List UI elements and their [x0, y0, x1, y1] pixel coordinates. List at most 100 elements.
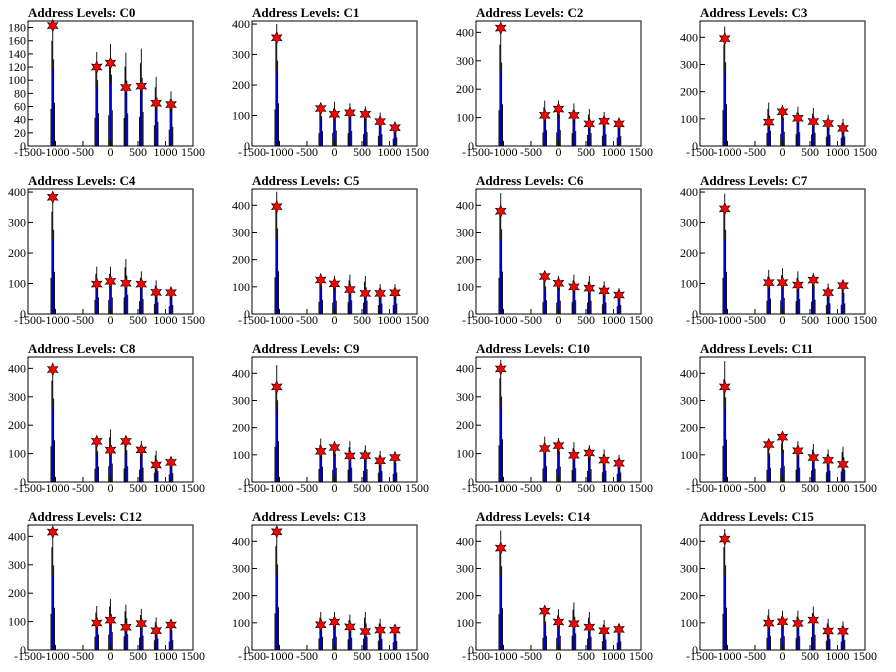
histogram-peak	[498, 359, 503, 482]
histogram-bin	[766, 300, 768, 314]
histogram-bin	[542, 302, 544, 314]
histogram-bin	[616, 306, 618, 314]
peak-marker	[807, 450, 820, 465]
histogram-peak	[498, 26, 503, 147]
histogram-bin	[559, 130, 561, 146]
histogram-bin	[278, 441, 279, 482]
x-tick-label: -1000	[490, 649, 518, 663]
y-tick-label: 80	[14, 86, 26, 100]
histogram-bin	[601, 304, 603, 314]
histogram-bin	[726, 104, 727, 146]
histogram-bin	[392, 138, 394, 146]
histogram-bin	[559, 300, 561, 314]
histogram-peak	[616, 117, 622, 146]
histogram-bin	[50, 446, 52, 482]
histogram-bin	[155, 629, 158, 650]
y-tick-label: 400	[456, 361, 474, 375]
histogram-peak	[571, 103, 577, 146]
chart-svg: 0 100 200 300 400 -1500 -1000 -500 0 500 1000 1500	[8, 524, 205, 663]
chart-svg: 0 100 200 300 400 -1500 -1000 -500 0 500 1000 1500	[232, 188, 429, 327]
histogram-bin	[51, 239, 54, 314]
x-tick-label: -1000	[266, 649, 294, 663]
peak-marker	[359, 107, 372, 122]
y-tick-label: 300	[8, 390, 26, 404]
histogram-peak	[556, 437, 561, 482]
x-tick-label: 0	[332, 649, 338, 663]
chart-title: Address Levels: C9	[252, 341, 360, 356]
histogram-bin	[124, 453, 127, 482]
histogram-bin	[796, 456, 799, 482]
histogram-bin	[123, 636, 125, 650]
histogram-bin	[767, 119, 770, 146]
peak-marker	[389, 450, 401, 465]
histogram-bin	[722, 445, 724, 482]
histogram-bin	[155, 293, 158, 314]
histogram-peak	[795, 610, 801, 650]
histogram-bin	[111, 110, 113, 146]
y-tick-label: 200	[456, 418, 474, 432]
y-tick-label: 400	[456, 198, 474, 212]
y-tick-label: 20	[14, 126, 26, 140]
chart-svg: 0 100 200 300 400 -1500 -1000 -500 0 500 1000 1500	[456, 524, 653, 663]
peak-marker	[389, 286, 401, 300]
y-tick-label: 200	[680, 85, 698, 99]
x-tick-label: -500	[744, 649, 766, 663]
histogram-peak	[363, 106, 368, 146]
x-tick-label: -500	[744, 145, 766, 159]
histogram-bin	[335, 636, 337, 650]
histogram-bin	[127, 466, 129, 482]
chart-panel: Address Levels: C10 0 100 200 300 400 -1500 -10…	[448, 336, 672, 504]
peak-marker	[598, 114, 610, 129]
histogram-bin	[780, 300, 782, 314]
y-tick-label: 100	[456, 616, 474, 630]
chart-svg: 0 100 200 300 400 -1500 -1000 -500 0 500 1000 1500	[232, 17, 429, 159]
peak-marker	[135, 443, 148, 457]
histogram-bin	[588, 290, 591, 314]
x-tick-label: 1500	[629, 145, 653, 159]
peak-marker	[314, 101, 327, 116]
x-tick-label: 1500	[629, 649, 653, 663]
peak-marker	[120, 276, 132, 290]
histogram-peak	[556, 609, 561, 650]
x-tick-label: -1500	[686, 313, 714, 327]
x-tick-label: 500	[129, 145, 147, 159]
peak-marker	[538, 604, 551, 618]
histogram-peak	[94, 437, 99, 482]
histogram-bin	[51, 69, 54, 146]
histogram-bin	[95, 454, 98, 482]
x-tick-label: 1000	[826, 145, 850, 159]
histogram-bin	[318, 468, 320, 482]
chart-panel: Address Levels: C9 0 100 200 300 400 -1500 -100…	[224, 336, 448, 504]
histogram-bin	[588, 123, 591, 146]
y-tick-label: 400	[232, 366, 250, 380]
histogram-peak	[795, 271, 801, 314]
histogram-bin	[332, 469, 334, 482]
y-tick-label: 400	[456, 534, 474, 548]
histogram-bin	[603, 461, 606, 482]
peak-marker	[583, 620, 596, 634]
histogram-bin	[812, 458, 815, 482]
x-tick-label: 1500	[181, 145, 205, 159]
peak-marker	[494, 21, 507, 35]
histogram-bin	[332, 302, 334, 314]
histogram-peak	[616, 625, 622, 650]
peak-marker	[583, 117, 596, 131]
histogram-peak	[139, 440, 144, 482]
histogram-bin	[559, 466, 561, 482]
peak-marker	[46, 190, 59, 204]
y-tick-label: 0	[20, 475, 26, 489]
histogram-peak	[542, 100, 547, 146]
histogram-bin	[587, 638, 588, 650]
histogram-bin	[840, 137, 842, 146]
histogram-bin	[556, 637, 558, 650]
y-tick-label: 300	[8, 558, 26, 572]
peak-marker	[374, 286, 386, 301]
histogram-peak	[377, 112, 383, 146]
histogram-peak	[542, 436, 547, 482]
histogram-bin	[616, 137, 618, 146]
peak-marker	[552, 102, 565, 116]
histogram-bin	[498, 445, 500, 482]
y-tick-label: 300	[680, 216, 698, 230]
histogram-bin	[827, 126, 830, 147]
